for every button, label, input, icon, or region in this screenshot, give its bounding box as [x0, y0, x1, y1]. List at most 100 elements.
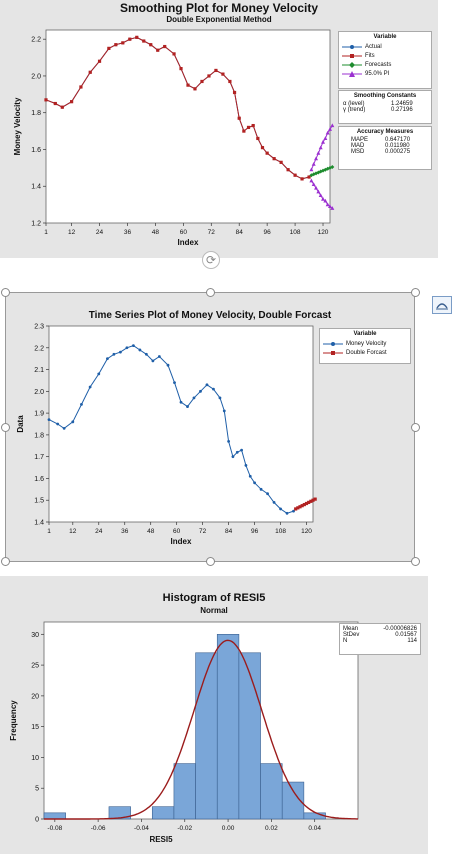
x-tick-label: -0.02 — [177, 825, 192, 832]
data-point — [60, 105, 64, 109]
data-point — [62, 426, 66, 430]
smoothing-plot-panel: Smoothing Plot for Money Velocity Double… — [0, 0, 438, 258]
constant-name: α (level) — [343, 101, 365, 107]
data-point — [307, 175, 311, 179]
x-tick-label: 96 — [251, 528, 259, 535]
data-point — [144, 352, 148, 356]
resize-handle[interactable] — [411, 557, 420, 566]
data-point — [251, 123, 255, 128]
data-point — [47, 418, 51, 422]
data-point — [231, 455, 235, 459]
x-tick-label: 72 — [199, 528, 207, 535]
data-point — [142, 39, 146, 43]
data-point — [44, 98, 48, 102]
resize-handle[interactable] — [1, 423, 10, 432]
data-point — [260, 146, 265, 150]
data-point — [71, 420, 75, 424]
legend-item-money-velocity: Money Velocity — [320, 339, 410, 348]
data-point — [235, 450, 239, 454]
data-point — [70, 100, 74, 104]
y-tick-label: 1.8 — [34, 432, 44, 439]
data-point — [192, 396, 196, 400]
x-tick-label: 96 — [264, 229, 272, 236]
resize-handle[interactable] — [1, 557, 10, 566]
y-tick-label: 15 — [31, 724, 39, 731]
accuracy-value: 0.000275 — [385, 149, 411, 155]
data-point — [314, 185, 319, 190]
data-point — [285, 511, 289, 515]
y-tick-label: 1.6 — [34, 476, 44, 483]
data-point — [328, 127, 332, 131]
x-tick-label: 60 — [180, 229, 188, 236]
data-point — [253, 481, 256, 485]
histogram-bar — [108, 806, 131, 820]
data-point — [156, 48, 160, 52]
chart1-title: Smoothing Plot for Money Velocity — [119, 1, 318, 15]
x-tick-label: 120 — [318, 229, 329, 236]
data-point — [328, 204, 332, 209]
accuracy-value: 0.647170 — [385, 137, 411, 143]
data-point — [318, 193, 323, 198]
layout-options-icon[interactable] — [432, 296, 452, 314]
x-tick-label: 12 — [69, 528, 77, 535]
data-point — [97, 59, 102, 63]
x-tick-label: 12 — [68, 229, 76, 236]
data-point — [318, 145, 323, 150]
data-point — [244, 463, 248, 467]
y-tick-label: 5 — [35, 786, 39, 793]
data-point — [106, 357, 109, 361]
resize-handle[interactable] — [206, 557, 215, 566]
data-point — [309, 499, 313, 503]
x-tick-label: 0.02 — [265, 825, 278, 832]
data-point — [179, 67, 183, 71]
stats-box: Mean -0.00006826 StDev 0.01567 N 114 — [339, 623, 421, 655]
legend-label: Money Velocity — [346, 340, 387, 347]
histogram-bar — [151, 806, 175, 820]
histogram-bar — [238, 652, 261, 820]
data-point — [149, 43, 153, 47]
resize-handle[interactable] — [1, 288, 10, 297]
data-point — [151, 359, 155, 363]
data-point — [227, 440, 231, 443]
x-tick-label: -0.06 — [91, 825, 106, 832]
chart1-plot: 1.2 1.4 1.6 1.8 2.0 2.2 1 12 24 36 48 60 72 84 96 108 12… — [13, 29, 335, 247]
resize-handle[interactable] — [206, 288, 215, 297]
resize-handle[interactable] — [411, 423, 420, 432]
data-point — [272, 157, 276, 161]
histogram-bar — [281, 781, 305, 820]
data-point — [157, 355, 161, 358]
constants-title: Smoothing Constants — [353, 93, 417, 99]
data-point — [307, 500, 311, 504]
data-point — [323, 136, 328, 141]
data-point — [119, 350, 122, 354]
accuracy-title: Accuracy Measures — [356, 129, 414, 135]
data-point — [298, 505, 302, 509]
data-point — [56, 422, 60, 426]
y-tick-label: 10 — [31, 755, 39, 762]
data-point — [246, 125, 251, 130]
y-tick-label: 0 — [35, 817, 39, 824]
data-point — [330, 164, 335, 169]
data-point — [302, 502, 306, 507]
chart2-legend: Variable Money Velocity Double Forcast — [319, 328, 411, 364]
data-point — [242, 129, 246, 133]
x-tick-label: 120 — [301, 528, 312, 535]
legend-item-double-forcast: Double Forcast — [320, 348, 410, 357]
y-tick-label: 2.0 — [34, 389, 44, 396]
y-axis-label: Data — [16, 415, 25, 433]
y-tick-label: 20 — [31, 693, 39, 700]
x-tick-label: 48 — [152, 229, 160, 236]
y-tick-label: 1.9 — [34, 411, 44, 418]
data-point — [88, 385, 92, 389]
resize-handle[interactable] — [411, 288, 420, 297]
data-point — [207, 74, 211, 78]
data-point — [186, 405, 189, 408]
legend-label: Double Forcast — [346, 349, 387, 356]
selection-frame[interactable] — [5, 292, 415, 562]
x-tick-label: 60 — [173, 528, 181, 535]
data-point — [240, 448, 243, 452]
data-point — [330, 206, 335, 210]
refresh-icon[interactable]: ⟳ — [202, 251, 220, 269]
constant-value: 1.24659 — [391, 101, 413, 107]
y-tick-label: 25 — [31, 663, 39, 670]
